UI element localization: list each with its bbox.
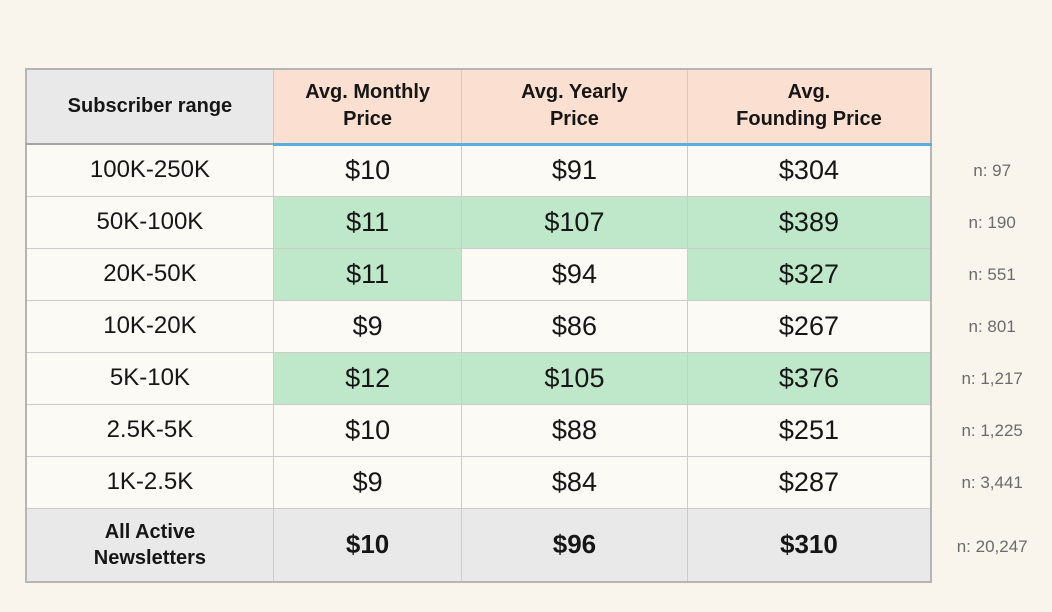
yearly-price-cell: $91 — [461, 143, 688, 197]
sample-size-label: n: 1,225 — [961, 421, 1023, 440]
header-label: Subscriber range — [67, 95, 233, 117]
sample-size-label: n: 190 — [968, 213, 1016, 232]
sample-size-header-spacer — [932, 68, 1052, 145]
sample-size-label: n: 801 — [968, 317, 1016, 336]
total-row: All Active Newsletters $10 $96 $310 — [25, 507, 932, 583]
total-founding-price-cell: $310 — [686, 507, 932, 583]
table-row: 5K-10K $12 $105 $376 — [25, 351, 932, 405]
founding-price-cell: $251 — [686, 403, 932, 457]
yearly-price-cell: $86 — [461, 299, 688, 353]
yearly-price-cell: $88 — [461, 403, 688, 457]
sample-size-label: n: 3,441 — [961, 473, 1023, 492]
table-row: 1K-2.5K $9 $84 $287 — [25, 455, 932, 509]
founding-price-cell: $389 — [686, 195, 932, 249]
total-label-line1: All Active — [104, 520, 196, 543]
table-body: 100K-250K $10 $91 $304 50K-100K $11 $107 $389 20… — [25, 143, 932, 583]
sample-size-label: n: 97 — [973, 161, 1012, 180]
total-label-cell: All Active Newsletters — [25, 507, 274, 583]
table-row: 2.5K-5K $10 $88 $251 — [25, 403, 932, 457]
subscriber-pricing-table: Subscriber range Avg. Monthly Price Avg.… — [25, 68, 933, 583]
header-label-line2: Price — [343, 108, 393, 131]
monthly-price-cell: $10 — [272, 403, 463, 457]
subscriber-range-cell: 10K-20K — [25, 299, 274, 353]
header-label-line1: Avg. — [787, 81, 831, 104]
column-header-avg-monthly-price: Avg. Monthly Price — [272, 68, 463, 146]
total-label-line2: Newsletters — [93, 546, 207, 569]
table-row: 10K-20K $9 $86 $267 — [25, 299, 932, 353]
header-row: Subscriber range Avg. Monthly Price Avg.… — [25, 68, 932, 146]
header-label-line1: Avg. Yearly — [521, 81, 628, 104]
table-row: 100K-250K $10 $91 $304 — [25, 143, 932, 197]
subscriber-range-cell: 100K-250K — [25, 143, 274, 197]
subscriber-range-cell: 2.5K-5K — [25, 403, 274, 457]
monthly-price-cell: $11 — [272, 195, 463, 249]
founding-price-cell: $304 — [686, 143, 932, 197]
table-header: Subscriber range Avg. Monthly Price Avg.… — [25, 68, 932, 146]
monthly-price-cell: $12 — [272, 351, 463, 405]
sample-size-column: n: 97 n: 190 n: 551 n: 801 n: 1,217 n: 1,225 n… — [932, 68, 1052, 585]
column-header-avg-yearly-price: Avg. Yearly Price — [461, 68, 688, 146]
header-label-line2: Founding Price — [736, 108, 882, 131]
subscriber-range-cell: 50K-100K — [25, 195, 274, 249]
founding-price-cell: $376 — [686, 351, 932, 405]
yearly-price-cell: $105 — [461, 351, 688, 405]
sample-size-label-total: n: 20,247 — [956, 537, 1028, 556]
header-label-line1: Avg. Monthly — [305, 81, 430, 104]
sample-size-label: n: 1,217 — [961, 369, 1023, 388]
monthly-price-cell: $9 — [272, 299, 463, 353]
column-header-avg-founding-price: Avg. Founding Price — [686, 68, 932, 146]
founding-price-cell: $267 — [686, 299, 932, 353]
column-header-subscriber-range: Subscriber range — [25, 68, 274, 145]
total-yearly-price-cell: $96 — [461, 507, 688, 583]
yearly-price-cell: $94 — [461, 247, 688, 301]
founding-price-cell: $327 — [686, 247, 932, 301]
sample-size-label: n: 551 — [968, 265, 1016, 284]
monthly-price-cell: $9 — [272, 455, 463, 509]
table-row: 50K-100K $11 $107 $389 — [25, 195, 932, 249]
founding-price-cell: $287 — [686, 455, 932, 509]
yearly-price-cell: $84 — [461, 455, 688, 509]
monthly-price-cell: $11 — [272, 247, 463, 301]
yearly-price-cell: $107 — [461, 195, 688, 249]
total-monthly-price-cell: $10 — [272, 507, 463, 583]
pricing-table-layout: Subscriber range Avg. Monthly Price Avg.… — [25, 68, 1052, 585]
subscriber-range-cell: 20K-50K — [25, 247, 274, 301]
monthly-price-cell: $10 — [272, 143, 463, 197]
subscriber-range-cell: 1K-2.5K — [25, 455, 274, 509]
header-label-line2: Price — [549, 108, 599, 131]
table-row: 20K-50K $11 $94 $327 — [25, 247, 932, 301]
subscriber-range-cell: 5K-10K — [25, 351, 274, 405]
